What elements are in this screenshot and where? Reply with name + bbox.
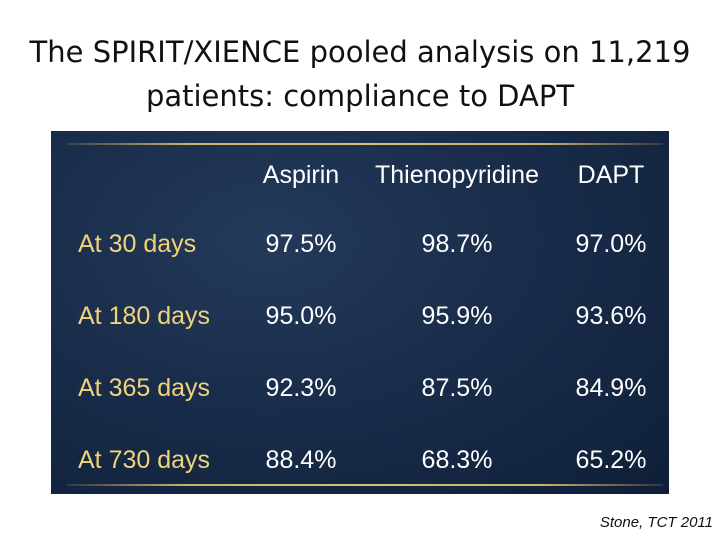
table-cell: 92.3% <box>265 374 337 402</box>
table-cell: 95.0% <box>265 302 337 330</box>
slide-title-line-2: patients: compliance to DAPT <box>145 79 575 113</box>
table-top-rule <box>66 143 663 145</box>
slide-title-line-1: The SPIRIT/XIENCE pooled analysis on 11,… <box>29 35 691 69</box>
table-cell: 93.6% <box>575 302 647 330</box>
row-label-365-days: At 365 days <box>78 374 211 402</box>
table-cell: 97.5% <box>265 230 337 258</box>
column-header-aspirin: Aspirin <box>262 161 340 189</box>
table-cell: 95.9% <box>421 302 493 330</box>
row-label-30-days: At 30 days <box>78 230 197 258</box>
slide-title: The SPIRIT/XIENCE pooled analysis on 11,… <box>0 30 720 118</box>
compliance-table-panel: Aspirin Thienopyridine DAPT At 30 days 9… <box>51 131 669 494</box>
table-cell: 68.3% <box>421 446 493 474</box>
table-cell: 87.5% <box>421 374 493 402</box>
row-label-180-days: At 180 days <box>78 302 211 330</box>
table-cell: 98.7% <box>421 230 493 258</box>
table-cell: 65.2% <box>575 446 647 474</box>
citation: Stone, TCT 2011 <box>599 514 713 531</box>
table-bottom-rule <box>66 484 663 486</box>
column-header-thienopyridine: Thienopyridine <box>375 161 539 189</box>
row-label-730-days: At 730 days <box>78 446 211 474</box>
column-header-dapt: DAPT <box>577 161 645 189</box>
table-cell: 88.4% <box>265 446 337 474</box>
table-cell: 97.0% <box>575 230 647 258</box>
table-cell: 84.9% <box>575 374 647 402</box>
